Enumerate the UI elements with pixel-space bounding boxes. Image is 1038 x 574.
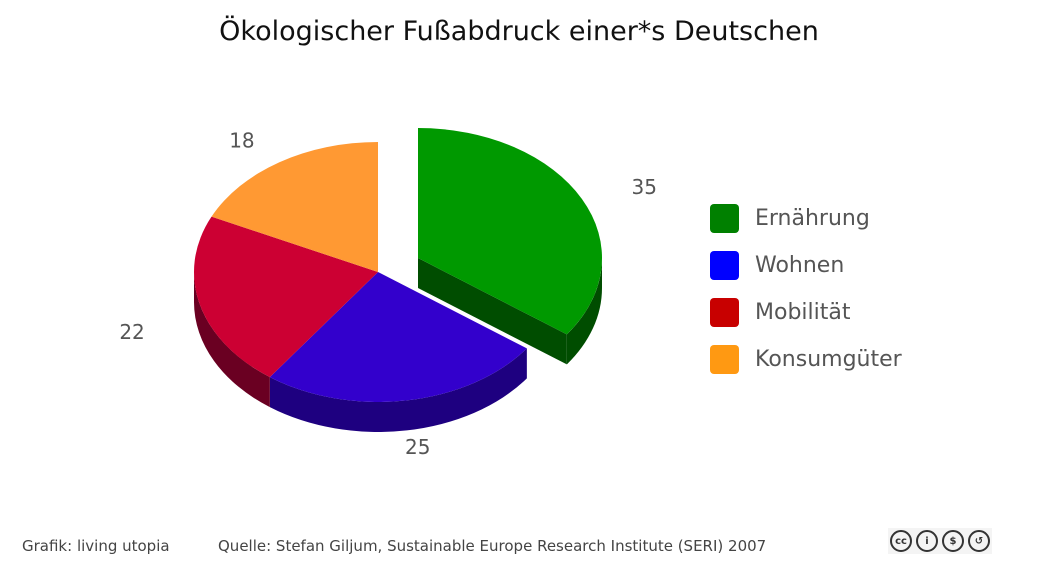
data-label: 22 [119,320,144,344]
pie-slice-1 [269,272,527,433]
slice-top [418,128,602,335]
legend-item: Konsumgüter [710,336,902,383]
legend-swatch [710,251,739,280]
pie-slice-3 [211,142,378,272]
legend-item: Wohnen [710,242,902,289]
slice-top [211,142,378,272]
legend-label: Mobilität [755,300,851,325]
legend-label: Wohnen [755,253,845,278]
by-icon: i [916,530,938,552]
legend-label: Konsumgüter [755,347,902,372]
cc-icon: cc [890,530,912,552]
legend-swatch [710,204,739,233]
legend-swatch [710,345,739,374]
legend-item: Mobilität [710,289,902,336]
pie-slice-0 [418,128,602,365]
data-label: 35 [632,175,657,199]
legend-swatch [710,298,739,327]
legend-label: Ernährung [755,206,870,231]
data-label: 25 [405,435,430,459]
nc-icon: $ [942,530,964,552]
license-badge[interactable]: cc i $ ↺ [888,528,992,554]
source-text: Quelle: Stefan Giljum, Sustainable Europ… [218,537,767,555]
sa-icon: ↺ [968,530,990,552]
slice-cut-face [418,258,567,365]
slice-wall [566,258,602,365]
slice-top [193,216,378,378]
slice-top [269,272,527,402]
credit-text: Grafik: living utopia [22,537,170,555]
legend-item: Ernährung [710,195,902,242]
legend: Ernährung Wohnen Mobilität Konsumgüter [710,195,902,383]
chart-title: Ökologischer Fußabdruck einer*s Deutsche… [219,16,819,47]
slice-wall [269,348,527,433]
slice-wall [194,272,270,408]
data-label: 18 [229,128,254,152]
pie-slice-2 [193,216,378,408]
